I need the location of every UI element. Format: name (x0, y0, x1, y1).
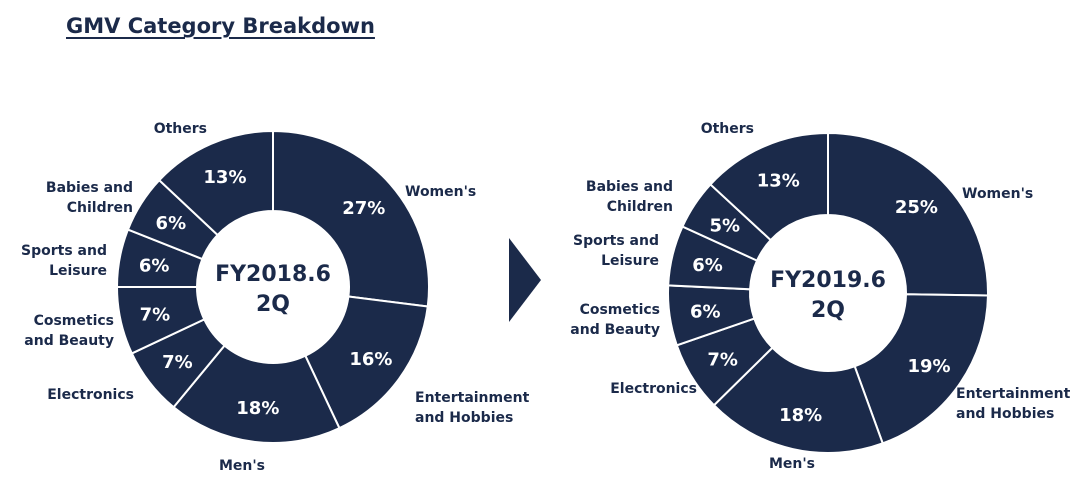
category-label-entertainment-and-hobbies: Entertainment and Hobbies (956, 386, 1071, 422)
slice-value-label: 18% (779, 405, 822, 426)
slice-others (157, 129, 274, 237)
category-label-cosmetics-and-beauty: Cosmetics and Beauty (24, 313, 114, 349)
page-title: GMV Category Breakdown (66, 14, 375, 38)
slice-value-label: 6% (139, 255, 170, 276)
category-label-women-s: Women's (405, 184, 476, 200)
slice-value-label: 13% (757, 170, 800, 191)
slice-women-s (272, 129, 430, 308)
slice-value-label: 25% (895, 197, 938, 218)
slice-entertainment-and-hobbies (304, 295, 429, 430)
center-label-line: 2Q (256, 292, 290, 317)
slice-men-s (172, 344, 341, 444)
category-label-men-s: Men's (769, 456, 815, 472)
category-label-women-s: Women's (962, 186, 1033, 202)
slice-value-label: 6% (692, 255, 723, 276)
slice-value-label: 19% (907, 356, 950, 377)
category-label-sports-and-leisure: Sports and Leisure (573, 233, 659, 269)
slice-others (709, 131, 829, 242)
center-label-line: 2Q (811, 298, 845, 323)
donut-chart-fy2019: 25% 19% 18% 7% 6% 6% 5% 13% Women's Entertainment… (570, 121, 1070, 472)
center-label-line: FY2018.6 (215, 262, 331, 287)
slice-men-s (712, 346, 885, 454)
category-label-babies-and-children: Babies and Children (586, 179, 673, 215)
slice-value-label: 7% (162, 352, 193, 373)
slice-women-s (827, 131, 989, 297)
slice-value-label: 18% (236, 398, 279, 419)
center-label-line: FY2019.6 (770, 268, 886, 293)
slice-value-label: 5% (709, 215, 740, 236)
slice-value-label: 6% (690, 302, 721, 323)
category-label-babies-and-children: Babies and Children (46, 180, 133, 216)
donut-chart-fy2018: 27% 16% 18% 7% 7% 6% 6% 13% Women's Entertainment… (21, 121, 530, 474)
slice-value-label: 7% (140, 304, 171, 325)
slice-value-label: 16% (349, 349, 392, 370)
category-label-men-s: Men's (219, 458, 265, 474)
slice-value-label: 6% (156, 213, 187, 234)
arrow-right-icon (509, 238, 541, 322)
slice-entertainment-and-hobbies (853, 293, 989, 445)
category-label-cosmetics-and-beauty: Cosmetics and Beauty (570, 302, 660, 338)
category-label-others: Others (701, 121, 754, 137)
slice-value-label: 7% (707, 349, 738, 370)
category-label-entertainment-and-hobbies: Entertainment and Hobbies (415, 390, 530, 426)
category-label-electronics: Electronics (610, 381, 697, 397)
category-label-sports-and-leisure: Sports and Leisure (21, 243, 107, 279)
slice-value-label: 27% (342, 198, 385, 219)
category-label-others: Others (154, 121, 207, 137)
category-label-electronics: Electronics (47, 387, 134, 403)
slice-value-label: 13% (203, 167, 246, 188)
